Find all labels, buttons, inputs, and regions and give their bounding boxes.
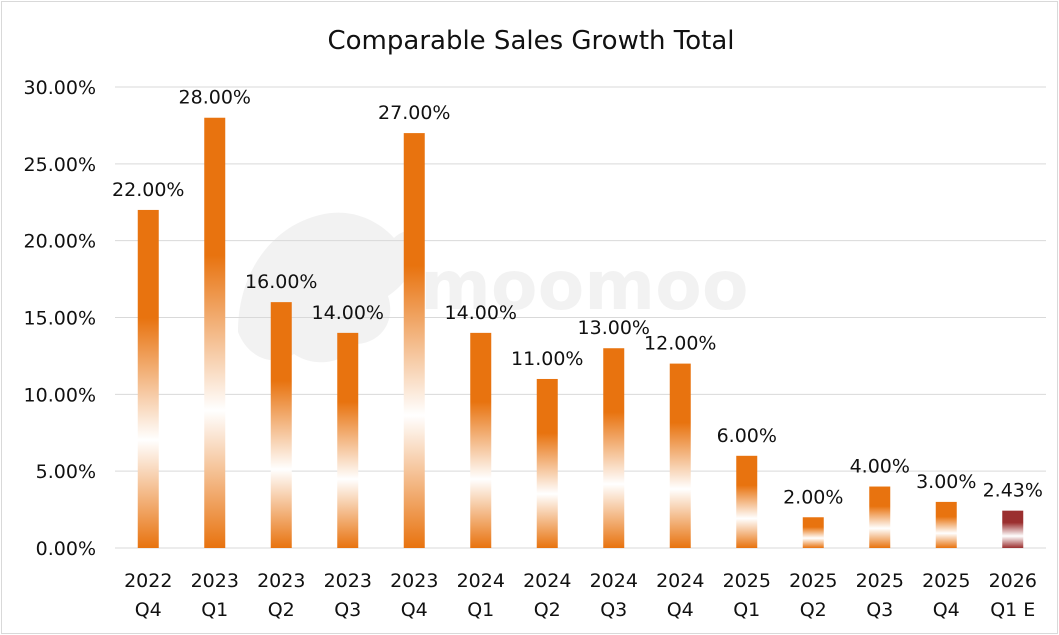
x-tick-label: 2024 [457, 570, 505, 592]
bar [337, 332, 359, 548]
x-tick-label: Q4 [135, 599, 162, 621]
x-tick-label: 2023 [191, 570, 239, 592]
x-tick-label: 2025 [789, 570, 837, 592]
bar [736, 455, 758, 548]
y-axis-ticks: 0.00% 5.00% 10.00% 15.00% 20.00% 25.00% 30.00% [24, 77, 96, 560]
bar [137, 209, 159, 548]
x-tick-label: Q2 [268, 599, 295, 621]
bar [869, 486, 891, 548]
x-tick-label: Q4 [933, 599, 960, 621]
y-tick-label: 10.00% [24, 384, 96, 406]
x-axis-ticks: 2022 Q4 2023 Q1 2023 Q2 2023 Q3 2023 Q4 2024 Q1 2024… [124, 570, 1037, 621]
grid-lines [115, 86, 1046, 549]
x-tick-label: Q1 [467, 599, 494, 621]
data-label: 3.00% [916, 471, 976, 493]
x-tick-label: 2025 [922, 570, 970, 592]
x-tick-label: Q4 [667, 599, 694, 621]
y-tick-label: 20.00% [24, 231, 96, 253]
data-label: 13.00% [578, 317, 650, 339]
bar [1002, 510, 1024, 548]
bars [137, 117, 1024, 548]
data-label: 4.00% [850, 456, 910, 478]
bar [802, 517, 824, 548]
bar [536, 378, 558, 548]
bar [935, 501, 957, 548]
data-label: 14.00% [312, 302, 384, 324]
x-tick-label: Q4 [401, 599, 428, 621]
data-label: 16.00% [245, 271, 317, 293]
x-tick-label: 2024 [656, 570, 704, 592]
y-tick-label: 25.00% [24, 154, 96, 176]
y-tick-label: 0.00% [36, 538, 96, 560]
x-tick-label: 2025 [856, 570, 904, 592]
data-label: 6.00% [717, 425, 777, 447]
x-tick-label: Q3 [866, 599, 893, 621]
y-tick-label: 15.00% [24, 308, 96, 330]
x-tick-label: Q3 [334, 599, 361, 621]
bar [470, 332, 492, 548]
x-tick-label: 2023 [257, 570, 305, 592]
y-tick-label: 5.00% [36, 461, 96, 483]
x-tick-label: 2024 [590, 570, 638, 592]
y-tick-label: 30.00% [24, 77, 96, 99]
x-tick-label: Q1 E [990, 599, 1035, 621]
x-tick-label: 2024 [523, 570, 571, 592]
x-tick-label: Q2 [534, 599, 561, 621]
bar [603, 348, 625, 548]
bar [669, 363, 691, 548]
x-tick-label: 2026 [989, 570, 1037, 592]
x-tick-label: Q3 [600, 599, 627, 621]
data-label: 11.00% [511, 348, 583, 370]
x-tick-label: 2022 [124, 570, 172, 592]
data-label: 14.00% [445, 302, 517, 324]
x-tick-label: Q2 [800, 599, 827, 621]
data-label: 28.00% [179, 87, 251, 109]
data-label: 22.00% [112, 179, 184, 201]
data-label: 2.00% [783, 486, 843, 508]
x-tick-label: Q1 [733, 599, 760, 621]
data-label: 27.00% [378, 102, 450, 124]
bar [403, 133, 425, 548]
data-label: 2.43% [983, 480, 1043, 502]
x-tick-label: Q1 [201, 599, 228, 621]
x-tick-label: 2025 [723, 570, 771, 592]
watermark-text: moomoo [420, 247, 749, 326]
chart-title: Comparable Sales Growth Total [328, 26, 735, 56]
data-labels: 22.00% 28.00% 16.00% 14.00% 27.00% 14.00% 11.0… [112, 87, 1043, 509]
x-tick-label: 2023 [324, 570, 372, 592]
data-label: 12.00% [644, 333, 716, 355]
x-tick-label: 2023 [390, 570, 438, 592]
bar [204, 117, 226, 548]
bar [270, 302, 292, 548]
